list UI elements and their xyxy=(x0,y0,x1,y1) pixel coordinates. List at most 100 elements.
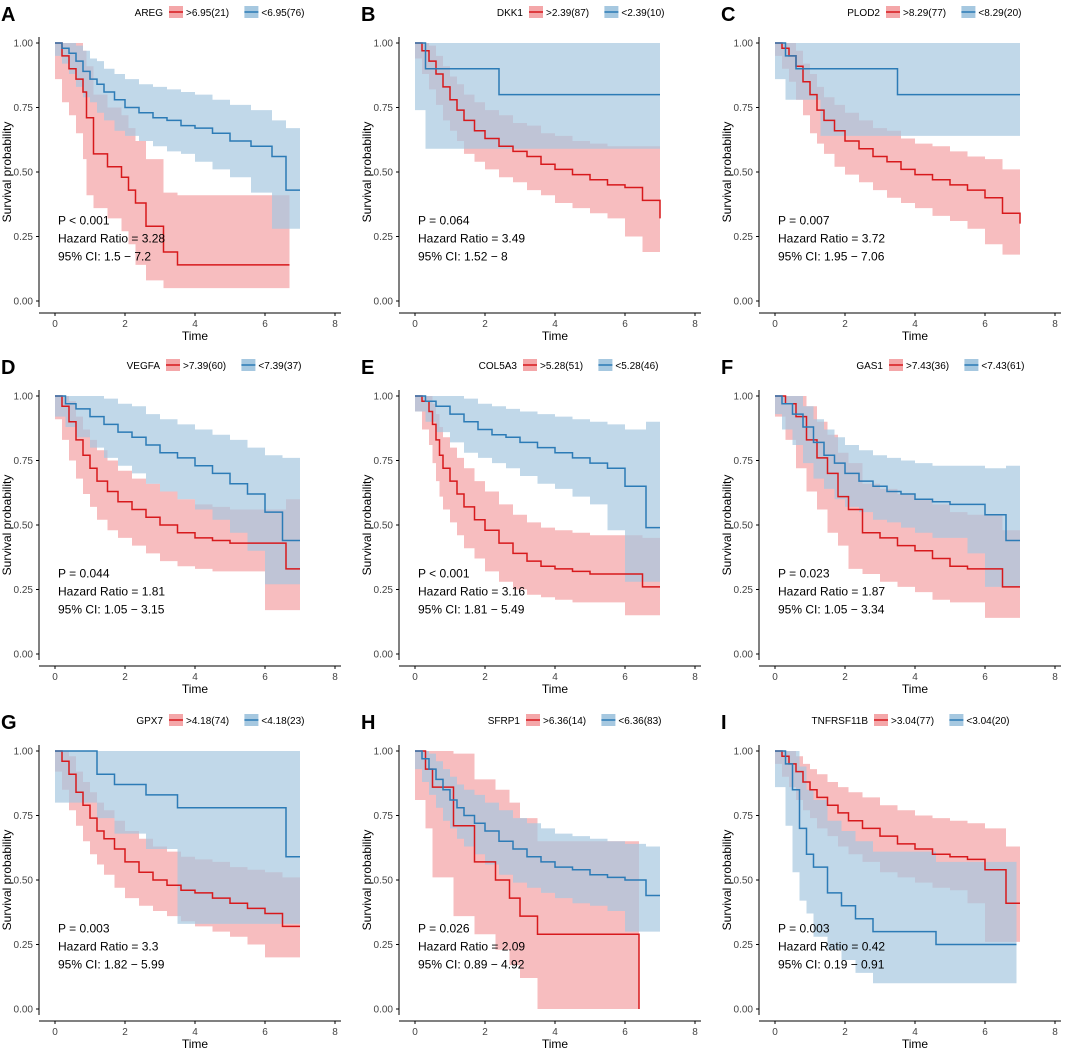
y-tick-label: 0.00 xyxy=(14,1005,34,1016)
stat-annotation: Hazard Ratio = 3.49 xyxy=(418,232,525,246)
y-axis-title: Survival probability xyxy=(360,122,374,223)
survival-curve-high xyxy=(775,395,1020,588)
x-tick-label: 0 xyxy=(52,1027,58,1038)
legend-title: TNFRSF11B xyxy=(812,716,869,727)
y-tick-label: 1.00 xyxy=(374,39,394,50)
panel-letter: F xyxy=(721,357,733,379)
legend-label-high: >8.29(77) xyxy=(903,8,946,19)
y-tick-label: 1.00 xyxy=(14,392,34,403)
y-tick-label: 0.50 xyxy=(14,876,34,887)
x-tick-label: 4 xyxy=(912,672,918,683)
ci-band-low xyxy=(55,43,300,229)
survival-curve-low xyxy=(415,42,660,96)
survival-curve-low xyxy=(775,42,1020,96)
panel-letter: E xyxy=(361,357,374,379)
y-tick-label: 1.00 xyxy=(14,39,34,50)
ci-band-high xyxy=(775,43,1020,255)
y-tick-label: 1.00 xyxy=(374,392,394,403)
survival-curve-low xyxy=(415,395,660,529)
x-tick-label: 0 xyxy=(772,319,778,330)
ci-band-low xyxy=(775,751,1017,984)
panel-letter: C xyxy=(721,4,735,26)
stat-annotation: P = 0.003 xyxy=(58,922,110,936)
legend-title: VEGFA xyxy=(127,361,161,372)
y-axis-title: Survival probability xyxy=(0,830,14,931)
stat-annotation: P < 0.001 xyxy=(58,214,110,228)
stat-annotation: P = 0.026 xyxy=(418,922,470,936)
x-axis-title: Time xyxy=(542,1037,569,1049)
x-tick-label: 2 xyxy=(482,672,488,683)
panel-i: I TNFRSF11B >3.04(77) <3.04(20) 0.00 0.25 0.50… xyxy=(720,712,1061,1049)
legend-label-high: >2.39(87) xyxy=(546,8,589,19)
y-tick-label: 0.75 xyxy=(14,456,34,467)
stat-annotation: P = 0.007 xyxy=(778,214,830,228)
survival-curve-low xyxy=(55,395,300,542)
y-tick-label: 0.75 xyxy=(14,811,34,822)
y-tick-label: 0.25 xyxy=(14,585,34,596)
stat-annotation: Hazard Ratio = 3.28 xyxy=(58,232,165,246)
legend-title: AREG xyxy=(135,8,164,19)
legend-label-low: <6.95(76) xyxy=(261,8,304,19)
panel-letter: I xyxy=(721,712,727,734)
survival-curve-low xyxy=(775,395,1020,542)
legend-label-high: >7.43(36) xyxy=(906,361,949,372)
panel-letter: G xyxy=(1,712,17,734)
legend-label-low: <7.43(61) xyxy=(981,361,1024,372)
x-tick-label: 2 xyxy=(122,319,128,330)
survival-curve-high xyxy=(415,395,660,588)
legend-label-high: >3.04(77) xyxy=(891,716,934,727)
ci-band-low xyxy=(415,43,660,149)
x-axis-title: Time xyxy=(542,682,569,696)
stat-annotation: 95% CI: 1.95 − 7.06 xyxy=(778,250,885,264)
y-axis-title: Survival probability xyxy=(720,830,734,931)
y-tick-label: 0.75 xyxy=(734,811,754,822)
survival-curve-high xyxy=(55,42,290,266)
x-tick-label: 2 xyxy=(842,319,848,330)
x-tick-label: 8 xyxy=(692,319,698,330)
y-tick-label: 0.00 xyxy=(374,1005,394,1016)
panel-letter: B xyxy=(361,4,375,26)
stat-annotation: 95% CI: 0.19 − 0.91 xyxy=(778,958,885,972)
y-tick-label: 0.50 xyxy=(14,168,34,179)
x-tick-label: 2 xyxy=(482,1027,488,1038)
survival-curve-low xyxy=(415,750,660,897)
legend-label-low: <5.28(46) xyxy=(615,361,658,372)
legend-label-low: <7.39(37) xyxy=(258,361,301,372)
x-tick-label: 4 xyxy=(552,672,558,683)
x-tick-label: 2 xyxy=(842,672,848,683)
y-tick-label: 0.50 xyxy=(14,521,34,532)
legend-label-high: >4.18(74) xyxy=(186,716,229,727)
x-tick-label: 0 xyxy=(772,1027,778,1038)
panel-f: F GAS1 >7.43(36) <7.43(61) 0.00 0.25 0.50 0.75 1… xyxy=(720,357,1061,696)
y-tick-label: 0.00 xyxy=(734,1005,754,1016)
stat-annotation: P = 0.023 xyxy=(778,567,830,581)
x-axis-title: Time xyxy=(182,329,209,343)
legend-title: GPX7 xyxy=(136,716,163,727)
panel-d: D VEGFA >7.39(60) <7.39(37) 0.00 0.25 0.50 0.75… xyxy=(0,357,341,696)
x-tick-label: 8 xyxy=(692,1027,698,1038)
x-tick-label: 0 xyxy=(772,672,778,683)
stat-annotation: 95% CI: 1.05 − 3.34 xyxy=(778,603,885,617)
x-axis-title: Time xyxy=(902,1037,929,1049)
stat-annotation: P = 0.044 xyxy=(58,567,110,581)
panel-e: E COL5A3 >5.28(51) <5.28(46) 0.00 0.25 0.50 0.7… xyxy=(360,357,701,696)
stat-annotation: 95% CI: 1.81 − 5.49 xyxy=(418,603,525,617)
survival-curve-high xyxy=(775,42,1021,224)
ci-band-low xyxy=(415,751,660,932)
y-tick-label: 0.75 xyxy=(734,103,754,114)
survival-curve-high xyxy=(55,750,300,928)
y-tick-label: 0.00 xyxy=(14,650,34,661)
y-axis-title: Survival probability xyxy=(360,475,374,576)
ci-band-high xyxy=(415,396,660,616)
legend-label-low: <2.39(10) xyxy=(621,8,664,19)
panel-g: G GPX7 >4.18(74) <4.18(23) 0.00 0.25 0.50 0.75 1… xyxy=(0,712,341,1049)
y-tick-label: 0.50 xyxy=(734,168,754,179)
ci-band-high xyxy=(775,751,1020,942)
x-tick-label: 4 xyxy=(552,319,558,330)
legend-title: GAS1 xyxy=(856,361,883,372)
y-tick-label: 0.00 xyxy=(734,297,754,308)
stat-annotation: 95% CI: 1.82 − 5.99 xyxy=(58,958,165,972)
y-axis-title: Survival probability xyxy=(720,475,734,576)
y-tick-label: 0.50 xyxy=(734,876,754,887)
ci-band-low xyxy=(55,396,300,585)
